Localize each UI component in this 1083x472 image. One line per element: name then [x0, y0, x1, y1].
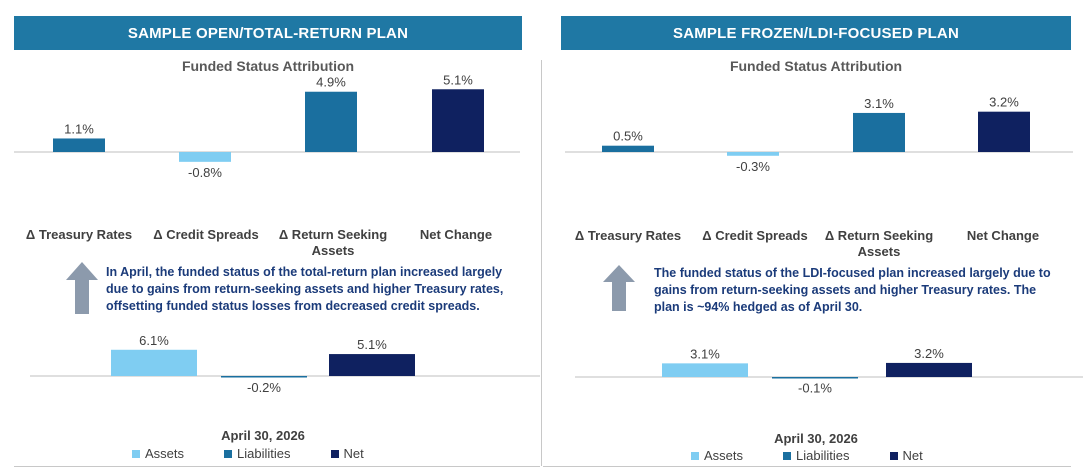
data-label: 3.2% — [989, 95, 1019, 110]
legend-item-net: Net — [889, 448, 923, 463]
legend-item-assets: Assets — [132, 446, 184, 461]
bar — [853, 112, 905, 152]
attribution-chart-title: Funded Status Attribution — [729, 58, 903, 74]
assets-swatch — [691, 451, 699, 460]
bottom-rule — [543, 466, 1071, 467]
total-return-plan-panel: SAMPLE OPEN/TOTAL-RETURN PLAN Funded Sta… — [0, 0, 540, 472]
bar — [602, 145, 654, 152]
net-swatch — [889, 451, 898, 460]
bar — [221, 376, 307, 378]
data-label: -0.1% — [798, 380, 832, 395]
data-label: -0.2% — [247, 380, 281, 395]
net-swatch — [330, 449, 339, 458]
legend-label: Net — [902, 448, 923, 463]
bar — [329, 354, 415, 376]
up-arrow-icon — [66, 262, 98, 314]
data-label: 3.1% — [864, 96, 894, 111]
commentary-note: The funded status of the LDI-focused pla… — [654, 266, 1051, 314]
legend-label: Assets — [704, 448, 744, 463]
data-label: -0.8% — [188, 165, 222, 180]
chart-legend: Assets Liabilities Net — [132, 446, 404, 461]
legend-label: Net — [343, 446, 364, 461]
assets-swatch — [132, 449, 140, 458]
legend-item-liabilities: Liabilities — [224, 446, 291, 461]
bottom-rule — [14, 466, 540, 467]
bar — [662, 363, 748, 377]
legend-label: Liabilities — [237, 446, 291, 461]
attribution-chart-title: Funded Status Attribution — [181, 58, 355, 74]
funded-status-snapshot-chart: 3.1% -0.1% 3.2% — [575, 346, 1083, 395]
funded-status-snapshot-chart: 6.1% -0.2% 5.1% — [30, 333, 540, 395]
data-label: 1.1% — [64, 121, 94, 136]
up-arrow-icon — [603, 265, 635, 311]
data-label: 3.1% — [690, 346, 720, 361]
panel-header: SAMPLE OPEN/TOTAL-RETURN PLAN — [14, 16, 522, 50]
bar — [432, 89, 484, 152]
category-label: Net Change — [966, 228, 1040, 243]
liabilities-swatch — [224, 449, 233, 458]
category-label: Δ Credit Spreads — [153, 227, 259, 242]
data-label: 3.2% — [914, 346, 944, 361]
category-label: Net Change — [419, 227, 493, 242]
category-label: Δ Treasury Rates — [574, 228, 682, 243]
category-label: Δ Return Seeking Assets — [278, 227, 388, 258]
legend-label: Assets — [145, 446, 185, 461]
category-label: Δ Treasury Rates — [25, 227, 133, 242]
snapshot-chart-title: April 30, 2026 — [774, 431, 858, 446]
attribution-bar-chart: 1.1% -0.8% 4.9% 5.1% — [14, 72, 520, 180]
category-label: Δ Return Seeking Assets — [824, 228, 934, 259]
data-label: 6.1% — [139, 333, 169, 348]
bar — [53, 138, 105, 152]
bar — [727, 152, 779, 156]
category-label: Δ Credit Spreads — [702, 228, 808, 243]
bar — [305, 91, 357, 152]
snapshot-chart-title: April 30, 2026 — [221, 428, 305, 443]
chart-legend: Assets Liabilities Net — [691, 448, 963, 463]
ldi-focused-plan-panel: SAMPLE FROZEN/LDI-FOCUSED PLAN Funded St… — [541, 0, 1083, 472]
attribution-bar-chart: 0.5% -0.3% 3.1% 3.2% — [565, 95, 1073, 174]
legend-item-liabilities: Liabilities — [783, 448, 850, 463]
liabilities-swatch — [783, 451, 792, 460]
data-label: 5.1% — [443, 72, 473, 87]
bar — [111, 349, 197, 376]
legend-item-assets: Assets — [691, 448, 743, 463]
legend-label: Liabilities — [796, 448, 850, 463]
data-label: 5.1% — [357, 337, 387, 352]
bar — [179, 152, 231, 162]
legend-item-net: Net — [330, 446, 364, 461]
data-label: 4.9% — [316, 75, 346, 90]
commentary-note: In April, the funded status of the total… — [106, 265, 504, 313]
data-label: -0.3% — [736, 159, 770, 174]
bar — [886, 362, 972, 377]
panel-divider — [541, 60, 542, 466]
panel-header: SAMPLE FROZEN/LDI-FOCUSED PLAN — [561, 16, 1071, 50]
bar — [978, 111, 1030, 152]
bar — [772, 377, 858, 379]
data-label: 0.5% — [613, 129, 643, 144]
